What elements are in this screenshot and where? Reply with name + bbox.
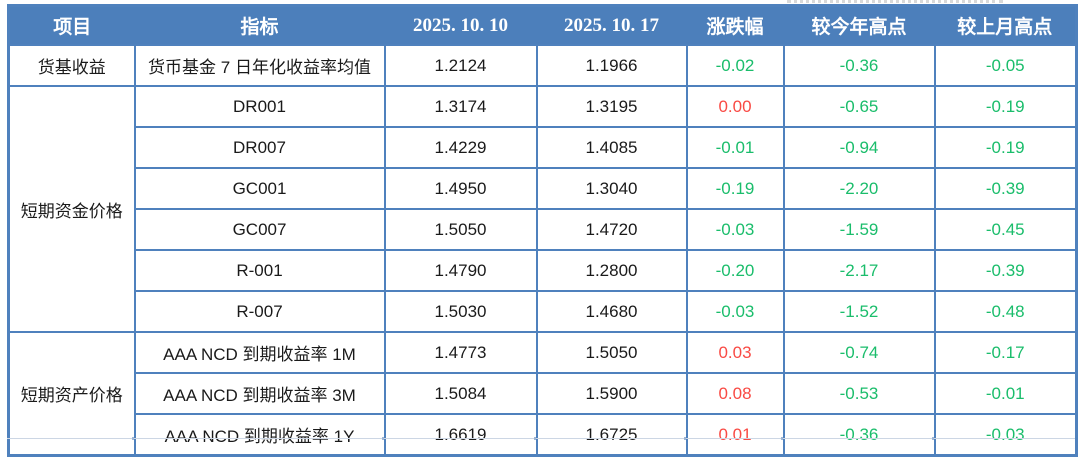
table-row: 货基收益 货币基金 7 日年化收益率均值 1.2124 1.1966 -0.02 -0.3…	[7, 44, 1078, 87]
group-cell: 短期资金价格	[7, 85, 136, 333]
value-2025-10-17-cell: 1.1966	[535, 44, 688, 87]
report-page: 项目 指标 2025. 10. 10 2025. 10. 17 涨跌幅 较今年高…	[7, 0, 1078, 457]
vs-year-high-cell: -0.65	[782, 85, 936, 128]
vs-year-high-cell: -0.74	[782, 331, 936, 374]
table-row: GC001 1.4950 1.3040 -0.19 -2.20 -0.39	[9, 167, 1078, 210]
table-row: AAA NCD 到期收益率 3M 1.5084 1.5900 0.08 -0.53 -0.…	[9, 372, 1078, 415]
col-header-vs-year-high: 较今年高点	[783, 5, 935, 45]
value-2025-10-17-cell: 1.4720	[535, 208, 688, 251]
change-cell: -0.19	[685, 167, 785, 210]
value-2025-10-10-cell: 1.3174	[383, 85, 538, 128]
table-body: 货基收益 货币基金 7 日年化收益率均值 1.2124 1.1966 -0.02 -0.3…	[7, 44, 1078, 457]
next-row-gridline-hint	[7, 438, 1075, 439]
value-2025-10-10-cell: 1.4790	[383, 249, 538, 292]
table-row: GC007 1.5050 1.4720 -0.03 -1.59 -0.45	[9, 208, 1078, 251]
change-cell: -0.03	[685, 290, 785, 333]
selection-marquee-artifact	[787, 0, 1003, 3]
value-2025-10-10-cell: 1.5084	[383, 372, 538, 415]
gridline-stub	[684, 437, 686, 440]
change-cell: -0.01	[685, 126, 785, 169]
change-cell: 0.01	[685, 413, 785, 457]
indicator-cell: DR001	[133, 85, 386, 128]
table-row: 短期资产价格 AAA NCD 到期收益率 1M 1.4773 1.5050 0.03 -0…	[7, 331, 1078, 457]
change-cell: 0.00	[685, 85, 785, 128]
value-2025-10-10-cell: 1.4773	[383, 331, 538, 374]
col-header-date-2: 2025. 10. 17	[536, 5, 687, 45]
indicator-cell: AAA NCD 到期收益率 1Y	[133, 413, 386, 457]
value-2025-10-10-cell: 1.2124	[383, 44, 538, 87]
indicator-cell: R-007	[133, 290, 386, 333]
gridline-stub	[534, 437, 536, 440]
vs-month-high-cell: -0.45	[933, 208, 1078, 251]
value-2025-10-17-cell: 1.2800	[535, 249, 688, 292]
table-row: DR007 1.4229 1.4085 -0.01 -0.94 -0.19	[9, 126, 1078, 169]
value-2025-10-10-cell: 1.5050	[383, 208, 538, 251]
value-2025-10-17-cell: 1.4085	[535, 126, 688, 169]
change-cell: 0.08	[685, 372, 785, 415]
table-row: R-007 1.5030 1.4680 -0.03 -1.52 -0.48	[9, 290, 1078, 333]
vs-year-high-cell: -0.36	[782, 44, 936, 87]
header-row: 项目 指标 2025. 10. 10 2025. 10. 17 涨跌幅 较今年高…	[8, 5, 1077, 45]
vs-month-high-cell: -0.03	[933, 413, 1078, 457]
indicator-cell: GC007	[133, 208, 386, 251]
vs-month-high-cell: -0.01	[933, 372, 1078, 415]
value-2025-10-17-cell: 1.3040	[535, 167, 688, 210]
change-cell: -0.03	[685, 208, 785, 251]
indicator-cell: GC001	[133, 167, 386, 210]
gridline-stub	[132, 437, 134, 440]
col-header-item: 项目	[8, 5, 135, 45]
col-header-indicator: 指标	[134, 5, 385, 45]
indicator-cell: AAA NCD 到期收益率 1M	[133, 331, 386, 374]
change-cell: -0.20	[685, 249, 785, 292]
vs-year-high-cell: -1.59	[782, 208, 936, 251]
indicator-cell: DR007	[133, 126, 386, 169]
change-cell: -0.02	[685, 44, 785, 87]
vs-month-high-cell: -0.19	[933, 126, 1078, 169]
group-cell: 短期资产价格	[7, 331, 136, 457]
vs-year-high-cell: -2.17	[782, 249, 936, 292]
vs-month-high-cell: -0.39	[933, 249, 1078, 292]
vs-year-high-cell: -0.53	[782, 372, 936, 415]
vs-month-high-cell: -0.19	[933, 85, 1078, 128]
vs-month-high-cell: -0.48	[933, 290, 1078, 333]
vs-month-high-cell: -0.17	[933, 331, 1078, 374]
table-header: 项目 指标 2025. 10. 10 2025. 10. 17 涨跌幅 较今年高…	[8, 5, 1077, 45]
vs-month-high-cell: -0.39	[933, 167, 1078, 210]
vs-year-high-cell: -0.36	[782, 413, 936, 457]
gridline-stub	[932, 437, 934, 440]
value-2025-10-17-cell: 1.4680	[535, 290, 688, 333]
value-2025-10-17-cell: 1.3195	[535, 85, 688, 128]
gridline-stub	[382, 437, 384, 440]
value-2025-10-17-cell: 1.5900	[535, 372, 688, 415]
vs-year-high-cell: -2.20	[782, 167, 936, 210]
group-cell: 货基收益	[7, 44, 136, 87]
vs-year-high-cell: -0.94	[782, 126, 936, 169]
indicator-cell: R-001	[133, 249, 386, 292]
col-header-date-1: 2025. 10. 10	[384, 5, 537, 45]
table-row: AAA NCD 到期收益率 1Y 1.6619 1.6725 0.01 -0.36 -0.…	[9, 413, 1078, 457]
change-cell: 0.03	[685, 331, 785, 374]
value-2025-10-10-cell: 1.5030	[383, 290, 538, 333]
value-2025-10-17-cell: 1.5050	[535, 331, 688, 374]
value-2025-10-10-cell: 1.4950	[383, 167, 538, 210]
vs-month-high-cell: -0.05	[933, 44, 1078, 87]
value-2025-10-10-cell: 1.4229	[383, 126, 538, 169]
value-2025-10-17-cell: 1.6725	[535, 413, 688, 457]
col-header-change: 涨跌幅	[686, 5, 784, 45]
table-row: 短期资金价格 DR001 1.3174 1.3195 0.00 -0.65 -0.19	[7, 85, 1078, 333]
money-market-indicators-table: 项目 指标 2025. 10. 10 2025. 10. 17 涨跌幅 较今年高…	[7, 4, 1078, 457]
vs-year-high-cell: -1.52	[782, 290, 936, 333]
table-row: R-001 1.4790 1.2800 -0.20 -2.17 -0.39	[9, 249, 1078, 292]
indicator-cell: AAA NCD 到期收益率 3M	[133, 372, 386, 415]
gridline-stub	[781, 437, 783, 440]
value-2025-10-10-cell: 1.6619	[383, 413, 538, 457]
indicator-cell: 货币基金 7 日年化收益率均值	[133, 44, 386, 87]
col-header-vs-month-high: 较上月高点	[934, 5, 1077, 45]
